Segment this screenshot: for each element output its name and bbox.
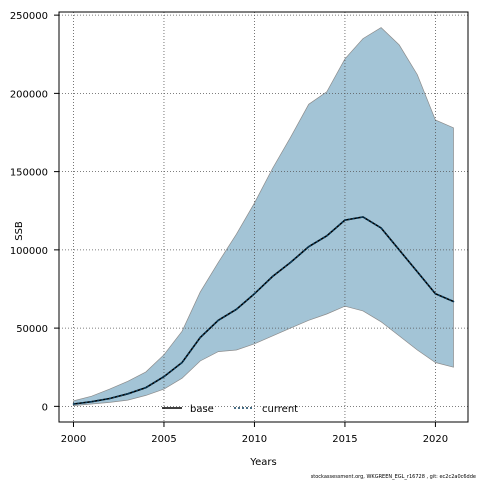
x-tick-label: 2005 (151, 434, 176, 445)
data-point (163, 375, 165, 378)
data-point (289, 261, 292, 264)
data-point (199, 336, 201, 339)
plot-frame (58, 11, 469, 423)
data-point (217, 319, 220, 322)
data-point (307, 245, 310, 248)
data-point (362, 216, 364, 218)
x-axis-label: Years (249, 457, 276, 468)
x-tick-label: 2000 (61, 434, 86, 445)
current-series-line (73, 216, 454, 405)
y-axis-ticks: 0 50000 100000 150000 200000 250000 (10, 11, 59, 413)
data-point (126, 393, 129, 395)
data-point (235, 308, 238, 311)
y-axis-label: SSB (14, 221, 25, 241)
y-tick-label: 100000 (10, 246, 48, 257)
data-point (380, 227, 382, 229)
data-points (72, 216, 455, 405)
legend-label-base: base (190, 404, 214, 415)
y-tick-label: 50000 (16, 324, 48, 335)
x-axis-ticks: 2000 2005 2010 2015 2020 (61, 422, 448, 445)
x-tick-label: 2020 (423, 434, 448, 445)
y-tick-label: 150000 (10, 168, 48, 179)
data-point (326, 234, 328, 237)
data-point (416, 270, 419, 273)
y-tick-label: 200000 (10, 89, 48, 100)
data-point (181, 361, 183, 364)
legend: base current (162, 404, 298, 415)
x-tick-label: 2015 (332, 434, 357, 445)
data-point (344, 219, 346, 221)
data-point (90, 400, 93, 403)
data-point (253, 292, 256, 295)
x-tick-label: 2010 (242, 434, 267, 445)
y-tick-label: 0 (42, 402, 48, 413)
data-point (434, 292, 437, 295)
data-point (452, 300, 455, 303)
data-point (108, 397, 111, 400)
confidence-band (73, 27, 454, 406)
data-point (271, 275, 274, 278)
grid-lines (59, 12, 468, 422)
legend-label-current: current (262, 404, 298, 415)
footer-credit: stockassessment.org, WKGREEN_EGL_r16728 … (311, 474, 476, 480)
y-tick-label: 250000 (10, 11, 48, 22)
data-point (398, 249, 401, 251)
data-point (72, 403, 75, 405)
data-point (145, 386, 147, 389)
